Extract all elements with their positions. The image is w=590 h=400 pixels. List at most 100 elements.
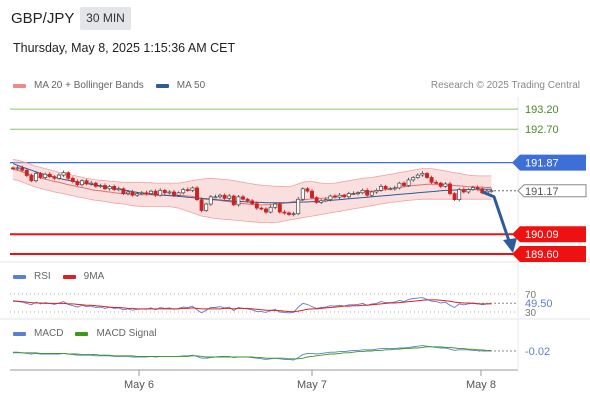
candle-body — [310, 190, 314, 198]
candle-body — [204, 203, 209, 211]
candle-body — [144, 192, 149, 195]
rsi-ma-legend-label: 9MA — [83, 271, 105, 282]
candle-body — [337, 194, 342, 198]
candle-body — [222, 194, 227, 199]
candle-body — [185, 189, 190, 191]
candle-body — [66, 172, 71, 179]
candle-body — [323, 199, 328, 202]
candle-body — [231, 195, 236, 206]
candle-body — [268, 206, 273, 213]
candle-body — [369, 191, 374, 196]
price-legend: MA 20 + Bollinger Bands MA 50 — [13, 80, 205, 91]
forecast-arrow-head — [503, 237, 517, 253]
candle-body — [282, 211, 287, 214]
last-price-tag — [517, 184, 587, 198]
candle-body — [287, 212, 291, 215]
candle-body — [34, 173, 38, 182]
candle-body — [471, 187, 475, 190]
ma20-swatch — [13, 83, 26, 88]
candle-body — [149, 190, 153, 194]
candle-body — [199, 199, 204, 211]
candle-body — [291, 213, 296, 216]
chart-header: GBP/JPY 30 MIN Thursday, May 8, 2025 1:1… — [0, 0, 590, 62]
candle-body — [356, 192, 360, 195]
x-tick-label: May 8 — [466, 379, 496, 391]
candle-body — [438, 182, 443, 187]
candle-body — [61, 172, 66, 176]
candle-body — [116, 188, 121, 191]
macd-signal-swatch — [75, 331, 89, 336]
rsi-legend: RSI 9MA — [13, 271, 104, 282]
rsi-legend-label: RSI — [34, 271, 51, 282]
candle-body — [70, 177, 75, 182]
pivot-tag-label: 191.87 — [525, 158, 559, 170]
candle-body — [296, 198, 301, 215]
macd-signal-line — [13, 346, 492, 360]
candle-body — [388, 188, 393, 191]
support-tag-label: 189.60 — [525, 249, 559, 261]
timeframe-button[interactable]: 30 MIN — [80, 7, 131, 30]
candle-body — [448, 183, 452, 194]
ma50-swatch — [155, 83, 169, 88]
chart-datetime: Thursday, May 8, 2025 1:15:36 AM CET — [13, 41, 236, 55]
candle-body — [162, 190, 167, 194]
candle-body — [126, 191, 130, 194]
candle-body — [139, 192, 144, 195]
candle-body — [402, 182, 406, 186]
candle-body — [227, 195, 232, 199]
ma50-legend-label: MA 50 — [176, 80, 206, 91]
candle-body — [346, 193, 351, 198]
candle-body — [333, 195, 337, 198]
rsi-tick-70: 70 — [525, 290, 537, 301]
rsi-ma-swatch — [62, 274, 76, 279]
candle-body — [158, 190, 163, 196]
candle-body — [236, 196, 241, 206]
bollinger-upper-line — [12, 159, 492, 188]
candle-body — [112, 185, 117, 190]
candle-body — [181, 189, 186, 194]
support-tag — [512, 226, 586, 243]
candle-body — [250, 200, 255, 204]
candle-body — [98, 185, 103, 187]
candle-body — [475, 187, 480, 190]
candle-body — [38, 173, 43, 178]
last-price-label: 191.17 — [525, 186, 559, 198]
candle-body — [300, 188, 305, 200]
candle-body — [24, 169, 29, 176]
candle-body — [107, 185, 112, 190]
rsi-line — [12, 297, 492, 314]
candle-body — [360, 190, 365, 194]
candle-body — [172, 191, 176, 196]
candle-body — [415, 174, 420, 178]
candle-body — [411, 177, 416, 181]
candle-body — [20, 167, 25, 171]
symbol-title: GBP/JPY — [11, 10, 75, 27]
macd-signal-legend-label: MACD Signal — [96, 328, 157, 339]
candle-body — [84, 180, 89, 185]
candle-body — [75, 181, 80, 186]
candle-body — [208, 196, 213, 205]
candle-body — [43, 173, 48, 178]
candle-body — [213, 196, 218, 199]
candle-body — [259, 207, 264, 210]
candle-body — [466, 189, 471, 193]
candle-body — [443, 183, 448, 187]
candle-body — [392, 187, 397, 190]
candle-body — [103, 185, 107, 190]
candle-body — [52, 176, 57, 179]
research-credit: Research © 2025 Trading Central — [430, 80, 580, 91]
macd-last-value: -0.02 — [525, 346, 550, 358]
ma20-legend-label: MA 20 + Bollinger Bands — [34, 80, 144, 91]
support-tag — [512, 245, 586, 262]
candle-body — [195, 187, 199, 200]
candle-body — [47, 173, 52, 178]
candle-body — [93, 182, 98, 187]
bollinger-lower-line — [12, 179, 492, 224]
candle-body — [277, 203, 282, 213]
candle-body — [342, 194, 347, 198]
candle-body — [429, 177, 434, 183]
candle-body — [383, 185, 388, 190]
candle-body — [167, 191, 172, 194]
candle-body — [420, 173, 425, 176]
